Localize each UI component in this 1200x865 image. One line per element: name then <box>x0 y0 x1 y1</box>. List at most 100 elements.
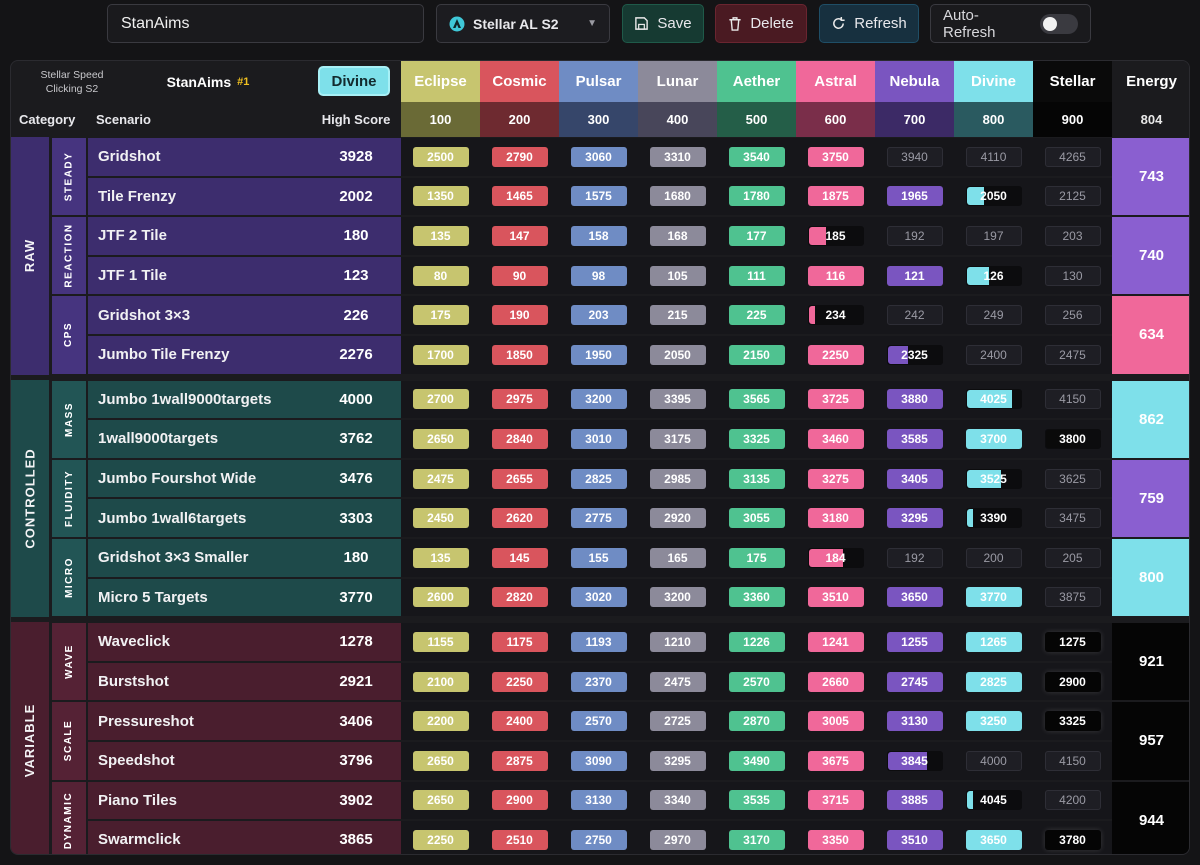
threshold-value: 3625 <box>1059 471 1086 486</box>
threshold-value: 2650 <box>427 432 454 446</box>
scenario-row[interactable]: Swarmclick 3865 <box>88 821 401 854</box>
threshold-value: 3885 <box>901 793 928 808</box>
threshold-cell: 1210 <box>649 632 706 652</box>
threshold-cell: 2570 <box>728 671 785 692</box>
threshold-cell: 3325 <box>728 429 785 449</box>
scenario-row[interactable]: Gridshot 3×3 Smaller 180 <box>88 539 401 577</box>
threshold-cell: 3880 <box>886 389 943 410</box>
scenario-name: Gridshot <box>98 148 161 166</box>
profile-name-input[interactable] <box>107 4 424 43</box>
energy-value: 759 <box>1112 459 1189 537</box>
refresh-button[interactable]: Refresh <box>819 4 919 43</box>
subcategory-steady: STEADY <box>52 138 86 216</box>
subcategory-label: REACTION <box>63 223 75 288</box>
threshold-cell: 197 <box>965 226 1022 246</box>
tier-header-aether: Aether <box>717 61 796 102</box>
threshold-cell: 3525 <box>965 468 1022 489</box>
scenario-row[interactable]: Speedshot 3796 <box>88 742 401 780</box>
threshold-cell: 2200 <box>412 711 469 732</box>
tier-header-lunar: Lunar <box>638 61 717 102</box>
threshold-cell: 3725 <box>807 389 864 410</box>
threshold-cell: 2745 <box>886 671 943 692</box>
scenario-row[interactable]: 1wall9000targets 3762 <box>88 420 401 458</box>
scenario-row[interactable]: Pressureshot 3406 <box>88 702 401 740</box>
threshold-value: 3750 <box>822 149 849 164</box>
threshold-value: 3200 <box>585 392 612 407</box>
threshold-cell: 2100 <box>412 671 469 692</box>
auto-refresh-toggle[interactable] <box>1040 13 1078 34</box>
scenario-row[interactable]: Burstshot 2921 <box>88 662 401 701</box>
threshold-cell: 1155 <box>412 632 469 652</box>
save-button[interactable]: Save <box>622 4 704 43</box>
scenario-row[interactable]: JTF 1 Tile 123 <box>88 256 401 295</box>
scenario-name: Gridshot 3×3 Smaller <box>98 549 249 567</box>
energy-value: 743 <box>1112 138 1189 216</box>
threshold-cell: 2500 <box>412 146 469 167</box>
scenario-row[interactable]: JTF 2 Tile 180 <box>88 217 401 255</box>
threshold-value: 2250 <box>822 347 849 362</box>
threshold-value: 145 <box>509 550 530 565</box>
threshold-cell: 2825 <box>965 671 1022 692</box>
threshold-value: 3460 <box>822 432 849 446</box>
col-header-energy: Energy <box>1112 61 1189 102</box>
scenario-name: Jumbo 1wall6targets <box>98 509 247 527</box>
threshold-cell: 3130 <box>570 790 627 811</box>
preset-label: Stellar AL S2 <box>473 15 559 32</box>
threshold-value: 1155 <box>427 635 454 649</box>
scenario-name: Piano Tiles <box>98 791 177 809</box>
threshold-value: 4110 <box>980 149 1007 164</box>
threshold-value: 3055 <box>743 511 770 526</box>
high-score: 3928 <box>339 148 373 166</box>
threshold-cell: 1850 <box>491 344 548 365</box>
energy-value: 957 <box>1112 702 1189 780</box>
threshold-cell: 2700 <box>412 389 469 410</box>
threshold-cell: 116 <box>807 265 864 286</box>
scenario-row[interactable]: Gridshot 3928 <box>88 138 401 176</box>
threshold-value: 2870 <box>743 714 770 729</box>
threshold-value: 3250 <box>980 714 1007 729</box>
threshold-cell: 3200 <box>570 389 627 410</box>
subcategory-label: MASS <box>63 401 75 437</box>
threshold-value: 3675 <box>822 753 849 768</box>
threshold-cell: 4045 <box>965 790 1022 811</box>
threshold-value: 3395 <box>664 392 691 407</box>
threshold-value: 3700 <box>980 432 1007 446</box>
subcategory-label: MICRO <box>63 557 75 599</box>
threshold-cell: 3090 <box>570 750 627 771</box>
scenario-row[interactable]: Jumbo 1wall6targets 3303 <box>88 499 401 537</box>
scenario-row[interactable]: Jumbo Fourshot Wide 3476 <box>88 459 401 498</box>
threshold-cell: 2975 <box>491 389 548 410</box>
threshold-value: 3490 <box>743 753 770 768</box>
threshold-cell: 3475 <box>1044 508 1101 529</box>
player-rank-badge: #1 <box>237 75 250 88</box>
threshold-value: 2125 <box>1059 189 1086 204</box>
scenario-row[interactable]: Piano Tiles 3902 <box>88 781 401 820</box>
scenario-row[interactable]: Jumbo Tile Frenzy 2276 <box>88 336 401 374</box>
threshold-cell: 2840 <box>491 429 548 449</box>
scenario-row[interactable]: Gridshot 3×3 226 <box>88 296 401 334</box>
threshold-value: 2820 <box>506 590 533 605</box>
threshold-value: 98 <box>591 268 606 283</box>
benchmark-board: Stellar Speed Clicking S2 StanAims #1 Di… <box>10 60 1190 855</box>
scenario-row[interactable]: Micro 5 Targets 3770 <box>88 578 401 617</box>
threshold-value: 1780 <box>743 189 770 204</box>
delete-button[interactable]: Delete <box>715 4 807 43</box>
subcategory-fluidity: FLUIDITY <box>52 459 86 537</box>
threshold-value: 135 <box>430 229 451 243</box>
threshold-cell: 2650 <box>412 790 469 811</box>
threshold-value: 1175 <box>506 635 533 649</box>
high-score: 1278 <box>339 633 373 651</box>
threshold-value: 126 <box>983 268 1004 283</box>
threshold-cell: 3770 <box>965 587 1022 608</box>
scenario-row[interactable]: Jumbo 1wall9000targets 4000 <box>88 380 401 419</box>
threshold-cell: 126 <box>965 265 1022 286</box>
preset-select[interactable]: Stellar AL S2 ▼ <box>436 4 610 43</box>
tier-header-eclipse: Eclipse <box>401 61 480 102</box>
threshold-cell: 205 <box>1044 547 1101 568</box>
threshold-value: 116 <box>825 268 846 283</box>
scenario-row[interactable]: Tile Frenzy 2002 <box>88 177 401 216</box>
tier-threshold: 300 <box>559 102 638 137</box>
threshold-value: 2970 <box>664 833 691 847</box>
threshold-cell: 2920 <box>649 508 706 529</box>
scenario-row[interactable]: Waveclick 1278 <box>88 623 401 661</box>
